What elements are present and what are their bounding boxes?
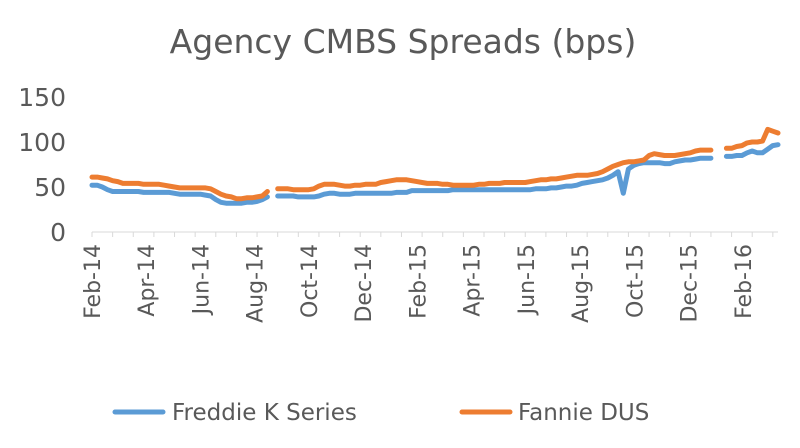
x-tick-label: Feb-15: [406, 244, 431, 319]
x-tick-label: Feb-16: [732, 244, 757, 319]
x-tick-label: Aug-14: [244, 244, 269, 323]
legend-item: Freddie K Series: [112, 400, 357, 426]
x-tick-label: Apr-14: [135, 244, 160, 317]
x-tick-label: Feb-14: [81, 244, 106, 319]
x-tick-label: Aug-15: [569, 244, 594, 323]
chart-title: Agency CMBS Spreads (bps): [170, 22, 637, 61]
x-tick-label: Jun-14: [189, 244, 214, 316]
y-tick-label: 0: [50, 218, 66, 247]
x-tick-label: Jun-15: [515, 244, 540, 316]
x-tick-label: Apr-15: [461, 244, 486, 317]
y-tick-label: 50: [34, 173, 66, 202]
y-tick-label: 100: [18, 128, 66, 157]
legend-label: Fannie DUS: [518, 400, 649, 426]
series-line-freddie-k-series: [89, 142, 781, 206]
series-line-fannie-dus: [89, 126, 781, 202]
legend-label: Freddie K Series: [172, 400, 357, 426]
legend-item: Fannie DUS: [459, 400, 649, 426]
x-tick-label: Oct-14: [298, 244, 323, 318]
x-tick-label: Dec-14: [352, 244, 377, 323]
x-tick-label: Dec-15: [678, 244, 703, 323]
x-tick-label: Oct-15: [623, 244, 648, 318]
y-tick-label: 150: [18, 83, 66, 112]
